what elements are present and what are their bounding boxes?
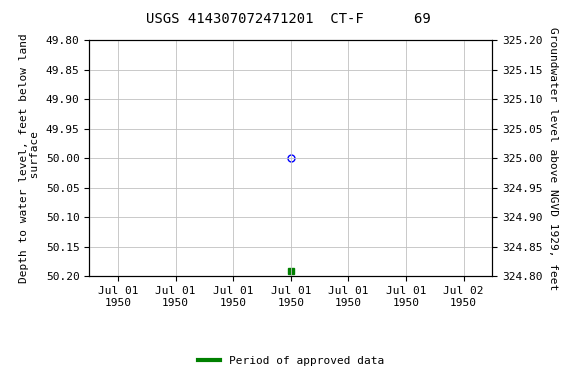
Text: USGS 414307072471201  CT-F      69: USGS 414307072471201 CT-F 69 (146, 12, 430, 25)
Legend: Period of approved data: Period of approved data (194, 351, 388, 370)
Y-axis label: Depth to water level, feet below land
 surface: Depth to water level, feet below land su… (18, 33, 40, 283)
Y-axis label: Groundwater level above NGVD 1929, feet: Groundwater level above NGVD 1929, feet (548, 27, 558, 290)
